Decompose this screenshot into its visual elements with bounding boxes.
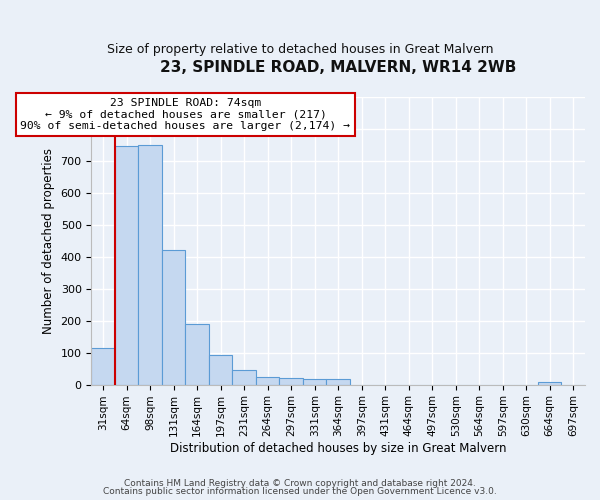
Text: Contains HM Land Registry data © Crown copyright and database right 2024.: Contains HM Land Registry data © Crown c… [124,478,476,488]
Bar [326,379,350,384]
Bar [538,382,562,384]
Bar [162,250,185,384]
Bar [185,324,209,384]
Bar [91,348,115,384]
Bar [303,380,326,384]
Bar [139,145,162,384]
Bar [280,378,303,384]
Text: 23 SPINDLE ROAD: 74sqm
← 9% of detached houses are smaller (217)
90% of semi-det: 23 SPINDLE ROAD: 74sqm ← 9% of detached … [20,98,350,131]
Text: Size of property relative to detached houses in Great Malvern: Size of property relative to detached ho… [107,42,493,56]
Text: Contains public sector information licensed under the Open Government Licence v3: Contains public sector information licen… [103,487,497,496]
Bar [209,355,232,384]
X-axis label: Distribution of detached houses by size in Great Malvern: Distribution of detached houses by size … [170,442,506,455]
Bar [232,370,256,384]
Y-axis label: Number of detached properties: Number of detached properties [42,148,55,334]
Bar [256,377,280,384]
Title: 23, SPINDLE ROAD, MALVERN, WR14 2WB: 23, SPINDLE ROAD, MALVERN, WR14 2WB [160,60,517,75]
Bar [115,146,139,384]
